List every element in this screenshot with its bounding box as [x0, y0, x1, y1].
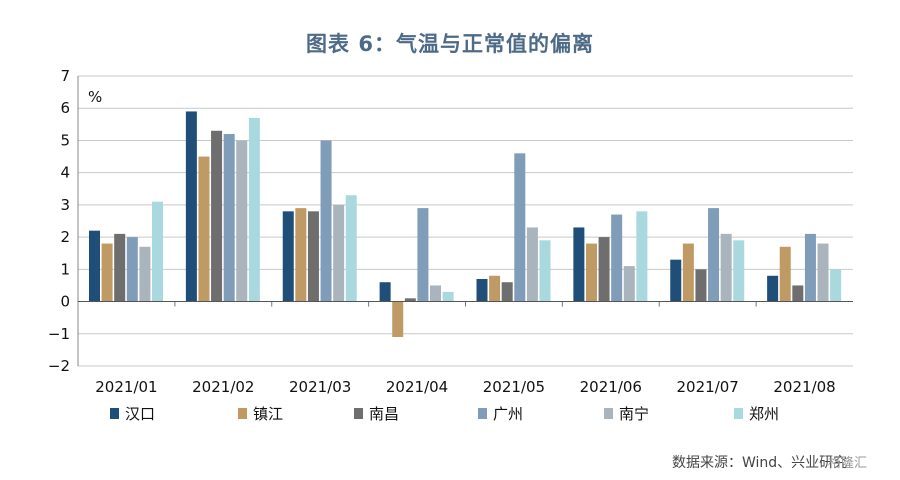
bar-镇江-2021/05 — [489, 275, 501, 302]
y-tick-label: 6 — [60, 99, 70, 117]
bar-镇江-2021/08 — [779, 246, 791, 302]
bar-南宁-2021/06 — [623, 266, 635, 302]
bar-郑州-2021/05 — [539, 240, 551, 302]
bar-郑州-2021/06 — [636, 211, 648, 302]
bar-南宁-2021/02 — [236, 140, 248, 302]
bar-郑州-2021/01 — [152, 201, 163, 302]
bar-南昌-2021/08 — [792, 285, 804, 302]
bar-广州-2021/04 — [417, 208, 429, 302]
y-tick-label: 3 — [60, 196, 70, 214]
bar-广州-2021/08 — [804, 233, 816, 302]
bar-广州-2021/01 — [126, 237, 138, 302]
bar-南昌-2021/01 — [114, 233, 126, 302]
bar-镇江-2021/03 — [295, 208, 307, 302]
bar-镇江-2021/04 — [392, 301, 404, 337]
y-unit-label: % — [88, 88, 102, 106]
bar-广州-2021/06 — [611, 214, 623, 302]
bar-南宁-2021/08 — [817, 243, 829, 302]
bar-汉口-2021/04 — [379, 282, 391, 302]
legend-label: 汉口 — [125, 405, 155, 423]
legend-label: 镇江 — [253, 405, 283, 423]
bar-郑州-2021/08 — [830, 269, 842, 302]
x-tick-label: 2021/07 — [677, 378, 739, 396]
bar-广州-2021/02 — [223, 134, 235, 302]
legend-label: 南宁 — [619, 405, 649, 423]
bar-郑州-2021/07 — [733, 240, 745, 302]
bar-南昌-2021/02 — [211, 130, 223, 302]
bar-汉口-2021/05 — [476, 279, 488, 302]
legend: 汉口 镇江 南昌 广州 南宁 郑州 — [110, 405, 779, 423]
y-tick-label: 7 — [60, 67, 70, 85]
bar-广州-2021/05 — [514, 153, 526, 302]
legend-label: 郑州 — [749, 405, 779, 423]
y-tick-label: 1 — [60, 260, 70, 278]
legend-item-镇江: 镇江 — [238, 405, 283, 423]
x-tick-label: 2021/02 — [192, 378, 254, 396]
bar-汉口-2021/01 — [89, 230, 100, 302]
legend-swatch — [354, 408, 363, 419]
y-tick-label: −2 — [48, 357, 70, 375]
x-tick-label: 2021/03 — [289, 378, 351, 396]
y-tick-label: 0 — [60, 293, 70, 311]
legend-swatch — [734, 408, 743, 419]
legend-item-郑州: 郑州 — [734, 405, 779, 423]
x-tick-label: 2021/06 — [580, 378, 642, 396]
legend-label: 南昌 — [369, 405, 399, 423]
legend-label: 广州 — [493, 405, 523, 423]
legend-swatch — [478, 408, 487, 419]
bar-南昌-2021/04 — [404, 298, 416, 302]
legend-item-汉口: 汉口 — [110, 405, 155, 423]
legend-swatch — [238, 408, 247, 419]
bar-镇江-2021/01 — [101, 243, 113, 302]
bar-汉口-2021/06 — [573, 227, 585, 302]
bar-镇江-2021/02 — [198, 156, 210, 302]
bar-南昌-2021/07 — [695, 269, 707, 302]
y-tick-label: 4 — [60, 164, 70, 182]
bar-郑州-2021/04 — [442, 291, 454, 302]
y-tick-label: −1 — [48, 325, 70, 343]
bar-郑州-2021/02 — [248, 117, 260, 302]
bar-南宁-2021/03 — [333, 204, 345, 302]
x-tick-label: 2021/01 — [95, 378, 157, 396]
bar-南宁-2021/07 — [720, 233, 732, 302]
bar-汉口-2021/07 — [670, 259, 682, 302]
bar-南宁-2021/05 — [526, 227, 538, 302]
bar-南宁-2021/01 — [139, 246, 151, 302]
bar-汉口-2021/02 — [185, 111, 197, 302]
bar-南昌-2021/06 — [598, 237, 610, 302]
bar-汉口-2021/03 — [282, 211, 294, 302]
watermark: 格隆汇 — [828, 456, 868, 471]
source-note: 数据来源：Wind、兴业研究 — [672, 455, 848, 471]
bars — [89, 111, 842, 337]
x-axis-labels: 2021/01 2021/02 2021/03 2021/04 2021/05 2021/… — [95, 378, 835, 396]
bar-南宁-2021/04 — [430, 285, 442, 302]
bar-镇江-2021/06 — [585, 243, 597, 302]
y-tick-label: 5 — [60, 131, 70, 149]
bar-汉口-2021/08 — [767, 275, 779, 302]
bar-广州-2021/07 — [708, 208, 720, 302]
bar-南昌-2021/03 — [307, 211, 319, 302]
bar-南昌-2021/05 — [501, 282, 513, 302]
x-tick-label: 2021/08 — [773, 378, 835, 396]
legend-swatch — [604, 408, 613, 419]
bar-镇江-2021/07 — [682, 243, 694, 302]
chart-title: 图表 6：气温与正常值的偏离 — [306, 32, 594, 56]
x-tick-label: 2021/05 — [483, 378, 545, 396]
bar-郑州-2021/03 — [345, 195, 357, 302]
y-tick-label: 2 — [60, 228, 70, 246]
legend-item-广州: 广州 — [478, 405, 523, 423]
y-axis-ticks: −2 −1 0 1 2 3 4 5 6 7 — [48, 67, 70, 375]
legend-item-南昌: 南昌 — [354, 405, 399, 423]
bar-广州-2021/03 — [320, 140, 332, 302]
legend-item-南宁: 南宁 — [604, 405, 649, 423]
legend-swatch — [110, 408, 119, 419]
x-tick-label: 2021/04 — [386, 378, 448, 396]
